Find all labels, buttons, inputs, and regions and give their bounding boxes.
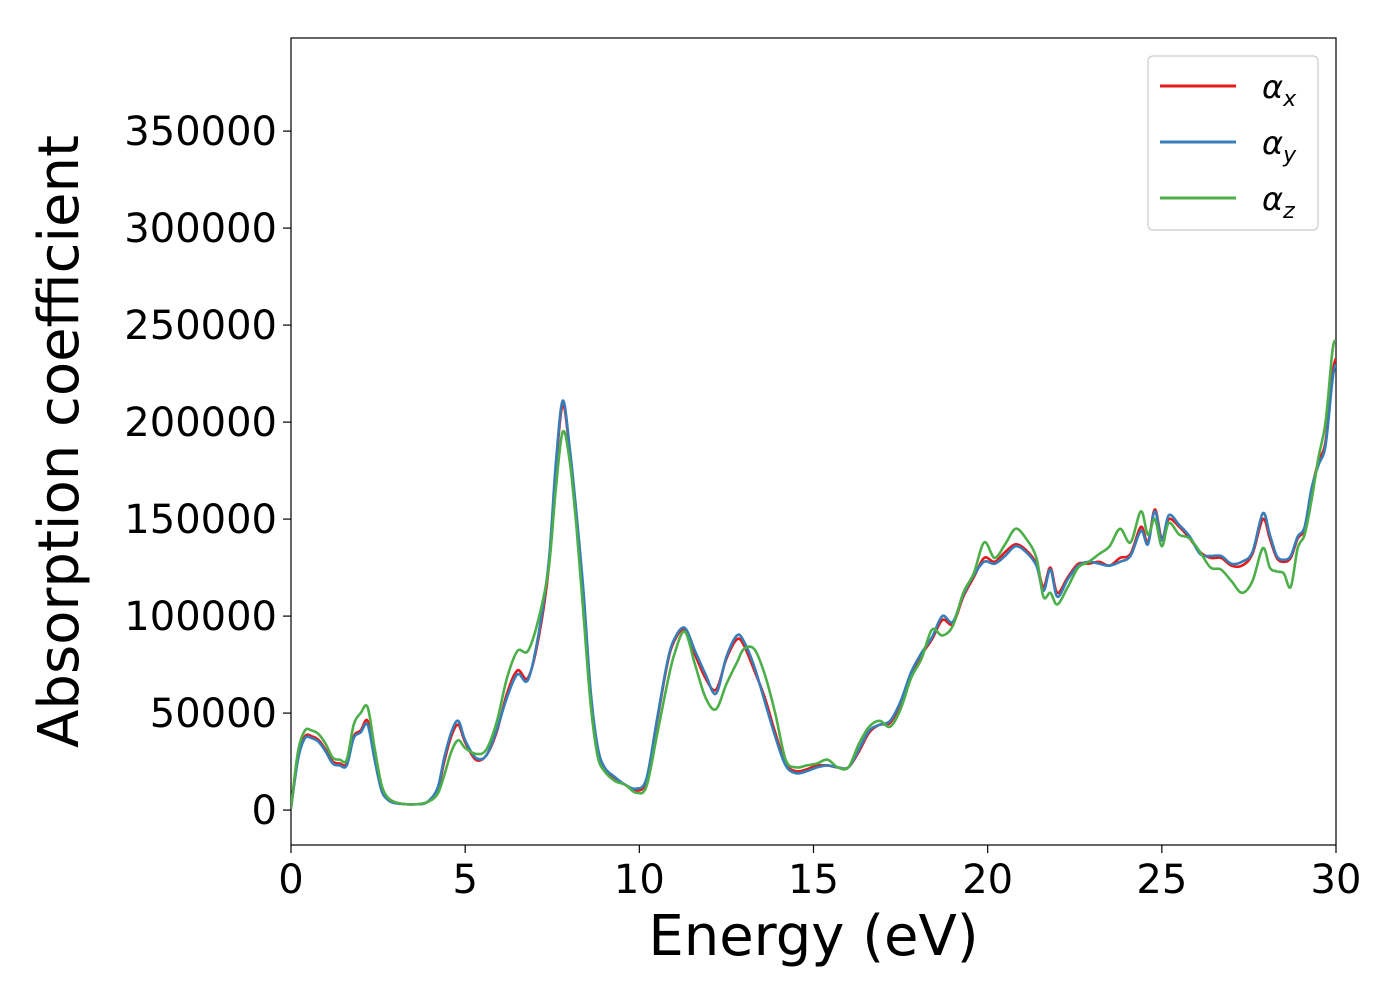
x-tick-label: 15	[788, 857, 839, 903]
legend-label-z: αz	[1262, 180, 1295, 224]
legend: αx αy αz	[1147, 55, 1319, 231]
y-tick-label: 0	[252, 788, 277, 834]
y-tick-label: 150000	[124, 497, 277, 543]
x-tick-label: 20	[962, 857, 1013, 903]
legend-label-y: αy	[1262, 124, 1297, 168]
x-axis-ticks: 0 5 10 15 20 25 30	[278, 845, 1361, 903]
series-layer	[291, 339, 1336, 809]
y-tick-label: 350000	[124, 109, 277, 155]
y-tick-label: 100000	[124, 594, 277, 640]
x-tick-label: 25	[1136, 857, 1187, 903]
x-tick-label: 0	[278, 857, 303, 903]
y-tick-label: 300000	[124, 206, 277, 252]
x-axis-title: Energy (eV)	[648, 904, 978, 969]
y-tick-label: 250000	[124, 303, 277, 349]
series-line-z	[291, 339, 1336, 809]
x-tick-label: 30	[1311, 857, 1362, 903]
series-line-y	[291, 363, 1336, 809]
x-tick-label: 5	[452, 857, 477, 903]
y-axis-ticks: 0 50000 100000 150000 200000 250000 300000 3500…	[124, 109, 291, 834]
y-tick-label: 50000	[150, 691, 277, 737]
x-tick-label: 10	[614, 857, 665, 903]
y-axis-title: Absorption coefficient	[27, 135, 92, 748]
legend-label-x: αx	[1262, 68, 1297, 112]
y-tick-label: 200000	[124, 400, 277, 446]
